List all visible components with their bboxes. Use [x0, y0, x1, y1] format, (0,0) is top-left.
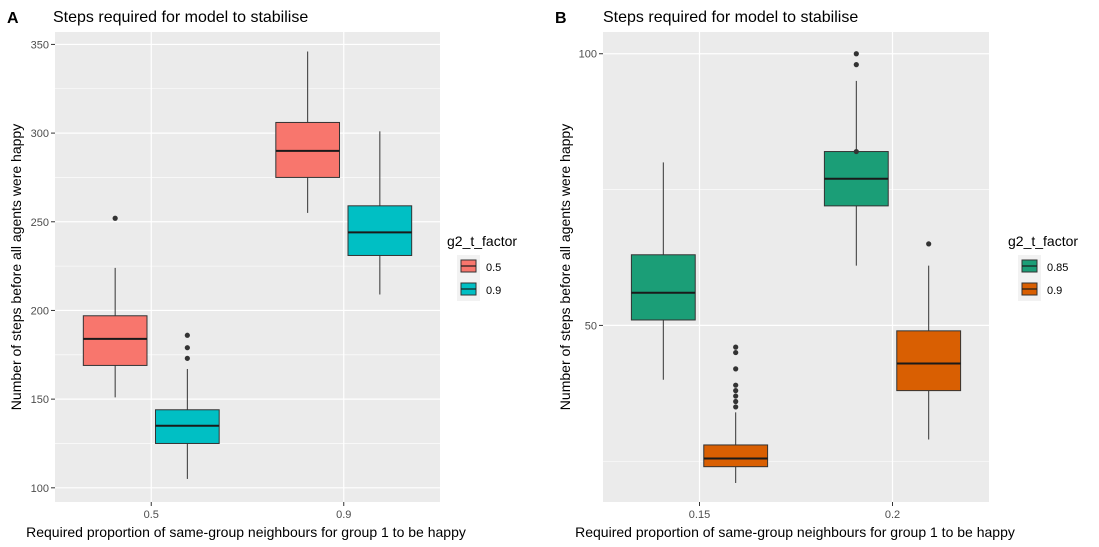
box-iqr: [630, 254, 696, 321]
legend-label: 0.5: [486, 262, 501, 274]
box-iqr: [82, 315, 148, 366]
legend-label: 0.85: [1047, 262, 1068, 274]
outlier-point: [853, 51, 859, 57]
outlier-point: [733, 398, 739, 405]
box-0.9-0.5: [155, 332, 220, 479]
y-tick-label: 50: [585, 320, 597, 332]
outlier-point: [184, 332, 190, 338]
y-axis-label: Number of steps before all agents were h…: [557, 124, 573, 410]
box-iqr: [896, 330, 962, 392]
y-tick-label: 350: [31, 39, 49, 51]
outlier-point: [733, 349, 739, 356]
x-tick-label: 0.2: [885, 509, 900, 521]
outlier-point: [733, 382, 739, 388]
outlier-point: [926, 241, 932, 247]
legend: g2_t_factor 0.85 0.9: [1008, 233, 1078, 301]
y-tick-label: 150: [31, 394, 49, 406]
panel-b: 50 100 0.15 0.2 B Steps required for model to…: [555, 9, 1078, 540]
box-0.5-0.9: [275, 51, 340, 213]
y-axis-label: Number of steps before all agents were h…: [8, 124, 24, 410]
legend-item: 0.5: [457, 255, 501, 278]
outlier-point: [733, 344, 739, 350]
outlier-point: [184, 355, 190, 361]
y-tick-label: 250: [31, 217, 49, 229]
x-axis-label: Required proportion of same-group neighb…: [575, 524, 1015, 540]
outlier-point: [733, 366, 739, 372]
box-0.9-0.2: [896, 241, 962, 440]
x-tick-label: 0.5: [144, 509, 159, 521]
legend-title: g2_t_factor: [1008, 233, 1078, 249]
outlier-point: [733, 393, 739, 399]
chart-title: Steps required for model to stabilise: [603, 9, 858, 26]
y-tick-label: 100: [31, 483, 49, 495]
legend-item: 0.85: [1018, 255, 1068, 278]
outlier-point: [733, 404, 739, 410]
legend-item: 0.9: [1018, 278, 1062, 301]
panel-letter: B: [555, 10, 567, 27]
outlier-point: [184, 345, 190, 351]
box-iqr: [347, 205, 413, 256]
box-iqr: [703, 444, 769, 468]
x-tick-label: 0.9: [336, 509, 351, 521]
box-0.9-0.15: [703, 344, 769, 483]
x-axis-label: Required proportion of same-group neighb…: [26, 524, 466, 540]
panel-letter: A: [7, 10, 19, 27]
y-tick-label: 200: [31, 305, 49, 317]
chart-title: Steps required for model to stabilise: [53, 9, 308, 26]
x-tick-label: 0.15: [689, 509, 710, 521]
legend-item: 0.9: [457, 278, 501, 301]
box-0.9-0.9: [347, 131, 413, 295]
outlier-point: [853, 62, 859, 68]
box-0.85-0.2: [823, 51, 889, 266]
panel-a: 100 150 200 250 300 350 0.5 0.9 A Steps required …: [7, 9, 517, 540]
plot-background: [55, 32, 440, 502]
outlier-point: [853, 148, 859, 155]
legend: g2_t_factor 0.5 0.9: [447, 233, 517, 301]
outlier-point: [112, 215, 118, 221]
legend-label: 0.9: [486, 285, 501, 297]
outlier-point: [733, 388, 739, 394]
legend-title: g2_t_factor: [447, 233, 517, 249]
box-0.85-0.15: [630, 162, 696, 380]
y-tick-label: 300: [31, 128, 49, 140]
y-tick-label: 100: [579, 49, 597, 61]
legend-label: 0.9: [1047, 285, 1062, 297]
box-0.5-0.5: [82, 215, 148, 398]
